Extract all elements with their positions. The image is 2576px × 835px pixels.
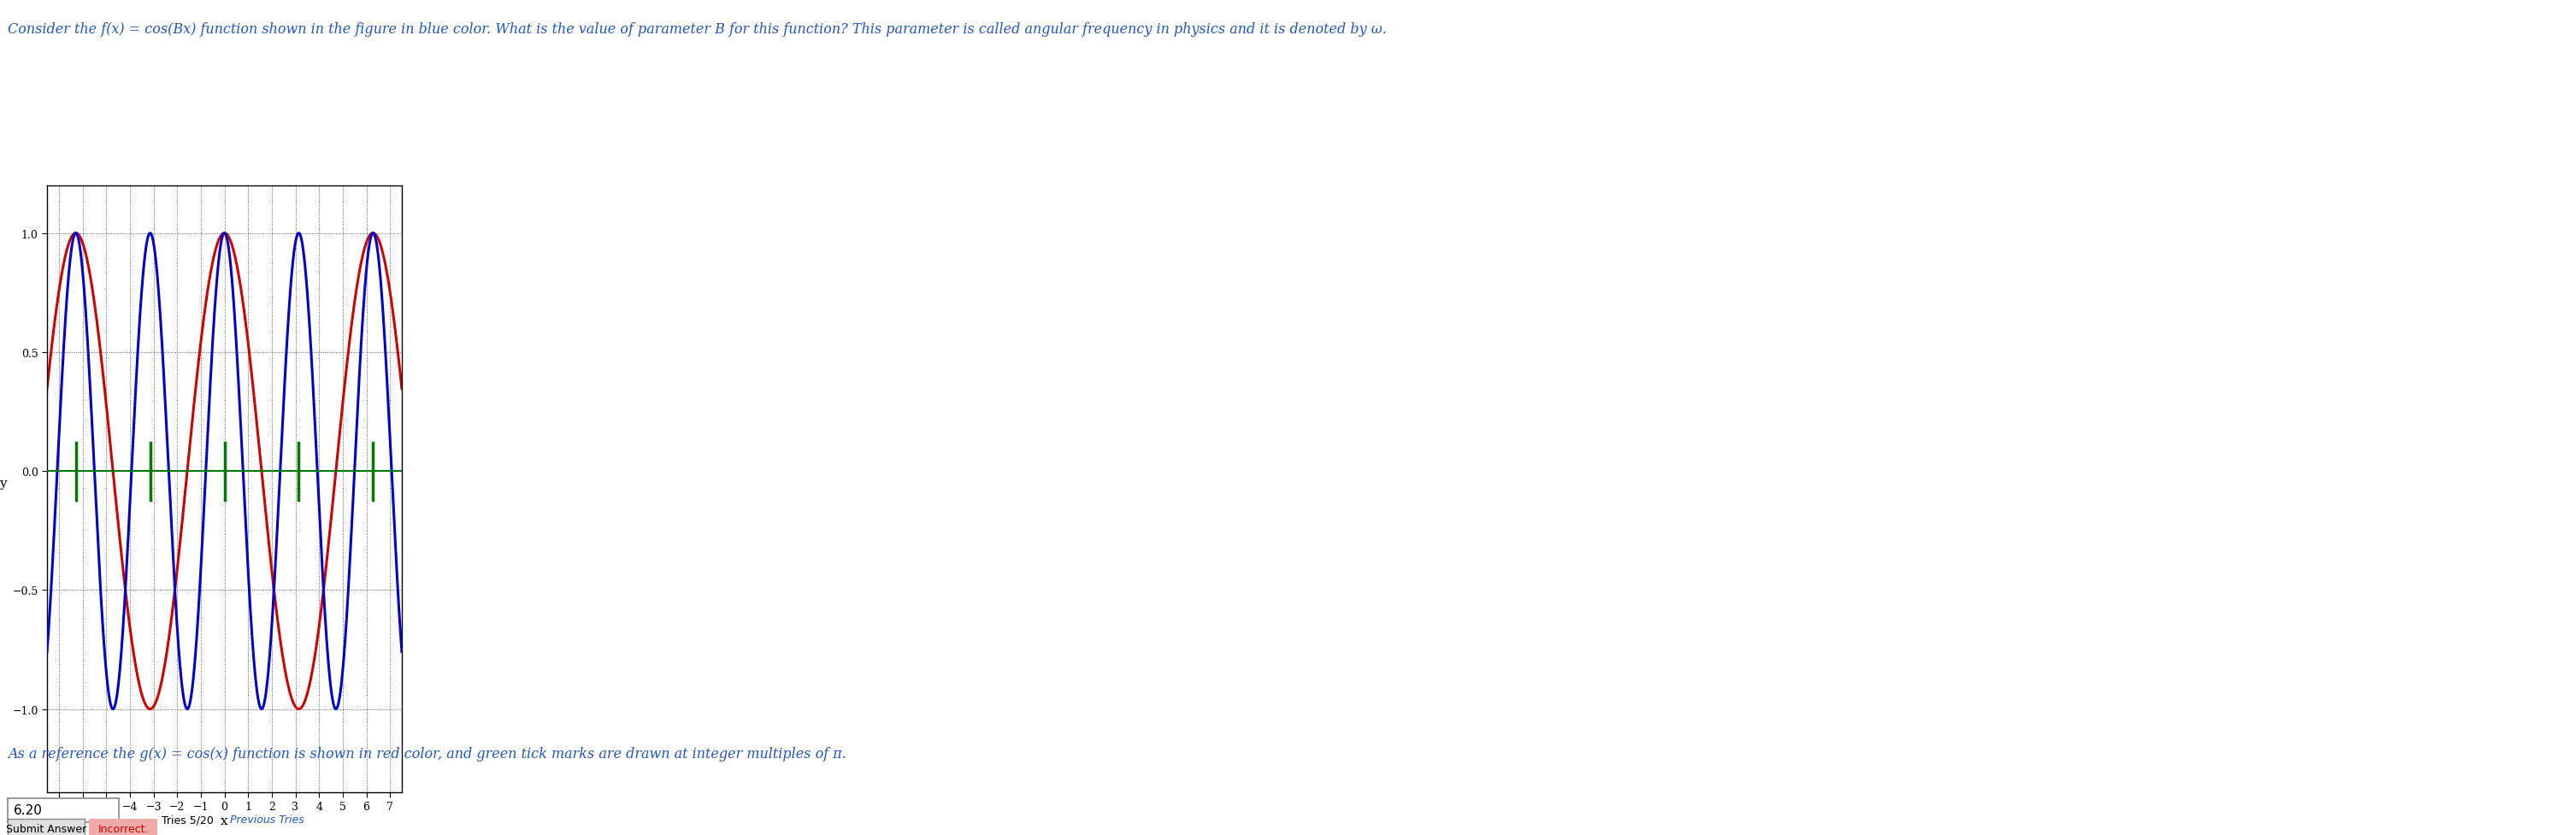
Text: 6.20: 6.20	[13, 804, 41, 817]
Text: Tries 5/20: Tries 5/20	[162, 814, 214, 825]
Text: Previous Tries: Previous Tries	[229, 814, 304, 825]
Y-axis label: y: y	[0, 478, 5, 489]
Text: Submit Answer: Submit Answer	[5, 823, 88, 834]
Text: Consider the f(x) = cos(Bx) function shown in the figure in blue color. What is : Consider the f(x) = cos(Bx) function sho…	[8, 23, 1386, 37]
Text: Incorrect.: Incorrect.	[98, 823, 149, 834]
Text: As a reference the g(x) = cos(x) function is shown in red color, and green tick : As a reference the g(x) = cos(x) functio…	[8, 746, 848, 761]
X-axis label: x: x	[222, 815, 229, 827]
